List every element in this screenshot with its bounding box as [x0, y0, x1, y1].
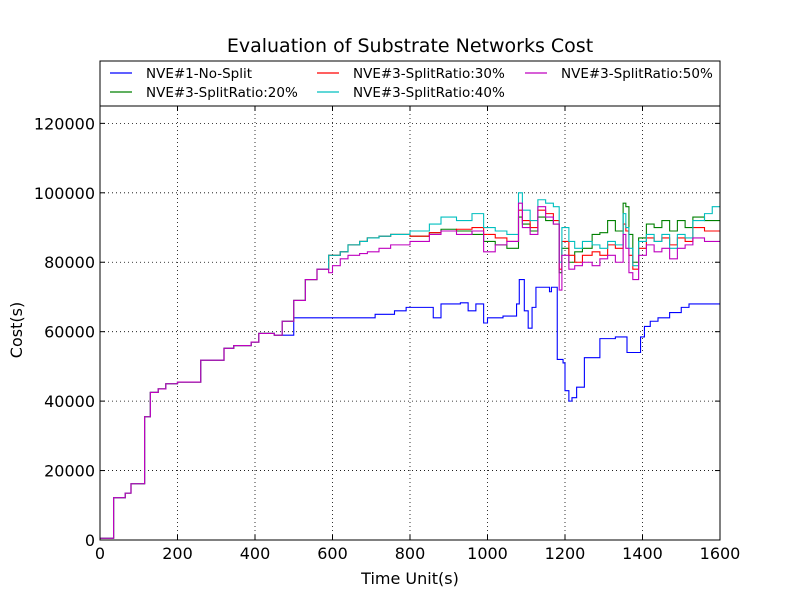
y-tick-label: 120000: [34, 114, 95, 133]
axis-ticks: 0 200 400 600 800 1000 1200 1400 1600 0 20000 40000…: [34, 106, 740, 563]
legend-box: [99, 60, 721, 107]
legend-label-1: NVE#1-No-Split: [146, 66, 252, 82]
x-axis-title: Time Unit(s): [360, 569, 459, 588]
x-tick-label: 1200: [545, 544, 586, 563]
legend-label-5: NVE#3-SplitRatio:50%: [561, 66, 713, 82]
series-layer: [100, 192, 720, 539]
legend: NVE#1-No-Split NVE#3-SplitRatio:20% NVE#3-…: [99, 60, 721, 107]
x-tick-label: 1600: [700, 544, 741, 563]
y-axis-title: Cost(s): [7, 302, 26, 358]
x-tick-label: 1000: [467, 544, 508, 563]
y-tick-label: 20000: [44, 462, 95, 481]
legend-label-2: NVE#3-SplitRatio:20%: [146, 85, 298, 101]
x-tick-label: 1400: [622, 544, 663, 563]
x-tick-label: 600: [317, 544, 348, 563]
grid-lines: [99, 106, 721, 540]
series-line-5: [100, 202, 720, 539]
y-tick-label: 60000: [44, 323, 95, 342]
y-tick-label: 40000: [44, 392, 95, 411]
chart-title: Evaluation of Substrate Networks Cost: [227, 35, 593, 57]
y-tick-label: 100000: [34, 184, 95, 203]
x-tick-label: 400: [240, 544, 271, 563]
y-tick-label: 0: [85, 531, 95, 550]
x-tick-label: 0: [95, 544, 105, 563]
legend-label-3: NVE#3-SplitRatio:30%: [353, 66, 505, 82]
x-tick-label: 200: [162, 544, 193, 563]
x-tick-label: 800: [395, 544, 426, 563]
legend-label-4: NVE#3-SplitRatio:40%: [353, 85, 505, 101]
y-tick-label: 80000: [44, 253, 95, 272]
